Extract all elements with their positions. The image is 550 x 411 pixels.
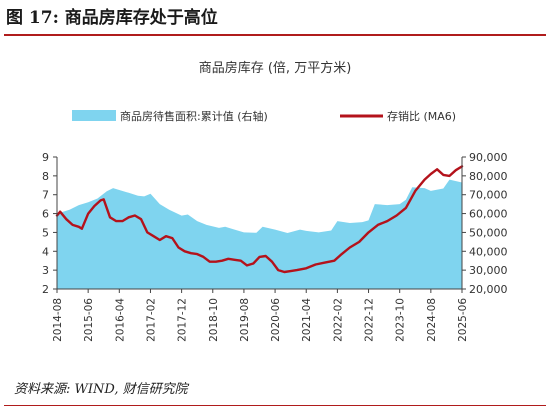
- left-axis-tick-label: 9: [42, 151, 49, 164]
- right-axis-tick-label: 40,000: [469, 245, 508, 258]
- right-axis-tick-label: 30,000: [469, 264, 508, 277]
- area-series-inventory: [57, 180, 462, 289]
- left-axis-tick-label: 5: [42, 226, 49, 239]
- left-axis-tick-label: 4: [42, 245, 49, 258]
- x-axis-tick-label: 2021-04: [301, 298, 313, 342]
- x-axis-tick-label: 2018-10: [208, 298, 220, 342]
- x-axis-tick-label: 2019-08: [239, 298, 251, 342]
- title-rule: [4, 34, 546, 36]
- x-axis-tick-label: 2022-12: [364, 298, 376, 342]
- right-axis-tick-label: 20,000: [469, 283, 508, 296]
- right-axis-tick-label: 50,000: [469, 226, 508, 239]
- x-axis-tick-label: 2024-08: [426, 298, 438, 342]
- x-axis-tick-label: 2015-06: [83, 298, 95, 342]
- x-axis-tick-label: 2020-06: [270, 298, 282, 342]
- x-axis-tick-label: 2023-10: [395, 298, 407, 342]
- x-axis-tick-label: 2014-08: [52, 298, 64, 342]
- chart-title: 商品房库存 (倍, 万平方米): [199, 60, 352, 76]
- x-axis-tick-label: 2017-12: [177, 298, 189, 342]
- x-axis-tick-label: 2016-04: [114, 298, 126, 342]
- chart-container: 商品房库存 (倍, 万平方米) 商品房待售面积:累计值 (右轴) 存销比 (MA…: [0, 39, 550, 371]
- x-axis-tick-label: 2022-02: [332, 298, 344, 342]
- left-axis-tick-label: 6: [42, 208, 49, 221]
- legend-area-swatch: [72, 110, 116, 121]
- right-axis-tick-label: 60,000: [469, 208, 508, 221]
- left-axis-tick-label: 7: [42, 189, 49, 202]
- source-note: 资料来源: WIND, 财信研究院: [14, 378, 544, 402]
- x-axis-tick-label: 2025-06: [457, 298, 469, 342]
- right-axis-tick-label: 90,000: [469, 151, 508, 164]
- figure-title: 图 17: 商品房库存处于高位: [6, 4, 546, 32]
- plot-area: [57, 166, 462, 289]
- chart-svg: 商品房库存 (倍, 万平方米) 商品房待售面积:累计值 (右轴) 存销比 (MA…: [0, 39, 550, 371]
- left-axis-tick-label: 8: [42, 170, 49, 183]
- right-axis-tick-label: 80,000: [469, 170, 508, 183]
- legend-area-label: 商品房待售面积:累计值 (右轴): [120, 109, 268, 123]
- left-axis-tick-label: 3: [42, 264, 49, 277]
- bottom-rule: [4, 405, 546, 406]
- right-axis-tick-label: 70,000: [469, 189, 508, 202]
- x-axis-tick-label: 2017-02: [145, 298, 157, 342]
- legend: 商品房待售面积:累计值 (右轴) 存销比 (MA6): [72, 109, 456, 123]
- left-axis-tick-label: 2: [42, 283, 49, 296]
- legend-line-label: 存销比 (MA6): [387, 109, 456, 123]
